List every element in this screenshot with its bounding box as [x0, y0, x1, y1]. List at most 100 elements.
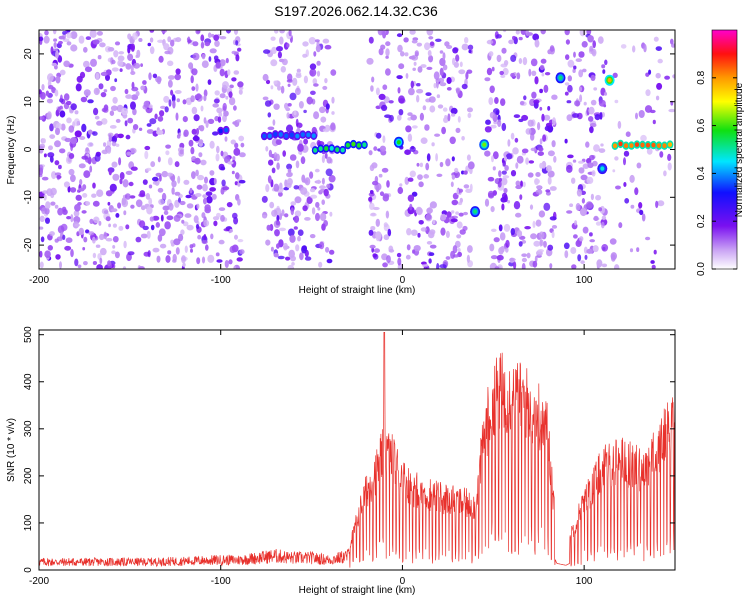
- noise-speckle: [520, 101, 525, 105]
- feature-line-core: [335, 147, 339, 152]
- noise-speckle: [237, 198, 241, 205]
- noise-speckle: [440, 50, 444, 54]
- noise-speckle: [426, 208, 433, 214]
- noise-speckle: [181, 220, 184, 224]
- noise-speckle: [144, 101, 150, 108]
- noise-speckle: [303, 110, 307, 113]
- noise-speckle: [163, 206, 170, 211]
- noise-speckle: [103, 142, 106, 147]
- noise-speckle: [112, 162, 118, 168]
- noise-speckle: [552, 117, 556, 125]
- noise-speckle: [418, 181, 423, 187]
- noise-speckle: [59, 148, 65, 153]
- noise-speckle: [310, 63, 316, 69]
- feature-line-core: [657, 143, 661, 148]
- noise-speckle: [500, 232, 506, 240]
- noise-speckle: [190, 249, 193, 253]
- noise-speckle: [512, 147, 519, 154]
- noise-speckle: [419, 220, 424, 225]
- noise-speckle: [233, 148, 240, 156]
- noise-speckle: [566, 210, 572, 213]
- noise-speckle: [220, 166, 225, 170]
- noise-speckle: [638, 202, 642, 209]
- noise-speckle: [588, 116, 593, 122]
- noise-speckle: [60, 95, 63, 102]
- noise-speckle: [504, 195, 508, 203]
- noise-speckle: [384, 234, 390, 240]
- noise-speckle: [279, 228, 286, 232]
- noise-speckle: [653, 120, 656, 124]
- noise-speckle: [69, 169, 75, 175]
- noise-speckle: [573, 52, 576, 58]
- noise-speckle: [210, 48, 217, 53]
- noise-speckle: [321, 199, 325, 205]
- noise-speckle: [507, 139, 510, 147]
- noise-speckle: [502, 171, 507, 175]
- noise-speckle: [195, 29, 200, 35]
- noise-speckle: [93, 108, 98, 115]
- noise-speckle: [102, 108, 107, 112]
- noise-speckle: [112, 97, 117, 104]
- noise-speckle: [309, 37, 316, 44]
- noise-speckle: [143, 226, 149, 230]
- noise-speckle: [632, 45, 635, 52]
- noise-speckle: [579, 236, 583, 241]
- noise-speckle: [202, 184, 208, 192]
- noise-speckle: [658, 59, 663, 64]
- snr-x-label: Height of straight line (km): [299, 585, 416, 596]
- noise-speckle: [416, 83, 421, 86]
- noise-speckle: [417, 174, 423, 180]
- noise-speckle: [410, 171, 416, 178]
- noise-speckle: [113, 236, 119, 242]
- noise-speckle: [418, 66, 423, 73]
- noise-speckle: [656, 46, 662, 51]
- noise-speckle: [158, 116, 164, 122]
- noise-speckle: [139, 128, 142, 131]
- noise-speckle: [108, 47, 115, 52]
- noise-speckle: [146, 206, 152, 214]
- noise-speckle: [667, 154, 671, 161]
- noise-speckle: [269, 202, 274, 209]
- noise-speckle: [216, 153, 220, 161]
- noise-speckle: [456, 88, 460, 94]
- noise-speckle: [580, 28, 586, 36]
- noise-speckle: [290, 154, 297, 161]
- noise-speckle: [82, 247, 85, 250]
- noise-speckle: [175, 161, 180, 167]
- feature-line-core: [324, 146, 328, 151]
- feature-spot: [473, 209, 477, 213]
- noise-speckle: [183, 99, 187, 104]
- noise-speckle: [639, 210, 643, 215]
- noise-speckle: [99, 83, 104, 89]
- noise-speckle: [57, 208, 63, 216]
- noise-speckle: [324, 78, 327, 83]
- noise-speckle: [504, 224, 510, 232]
- noise-speckle: [296, 119, 299, 127]
- noise-speckle: [505, 247, 509, 253]
- noise-speckle: [133, 124, 138, 130]
- noise-speckle: [190, 244, 194, 249]
- noise-speckle: [273, 81, 277, 85]
- noise-speckle: [599, 148, 606, 153]
- noise-speckle: [294, 185, 300, 189]
- noise-speckle: [586, 201, 593, 209]
- noise-speckle: [62, 235, 65, 240]
- feature-line-core: [301, 132, 305, 137]
- feature-line-core: [295, 134, 299, 139]
- noise-speckle: [452, 58, 455, 65]
- noise-speckle: [458, 202, 462, 206]
- noise-speckle: [516, 72, 520, 79]
- noise-speckle: [66, 117, 72, 123]
- y-tick-label: 20: [23, 48, 34, 60]
- noise-speckle: [107, 260, 111, 266]
- noise-speckle: [190, 147, 194, 154]
- noise-speckle: [151, 225, 155, 231]
- noise-speckle: [176, 113, 179, 121]
- noise-speckle: [323, 39, 330, 44]
- noise-speckle: [587, 177, 594, 184]
- noise-speckle: [85, 201, 90, 205]
- noise-speckle: [203, 220, 209, 227]
- feature-line-core: [651, 143, 655, 148]
- noise-speckle: [131, 44, 135, 51]
- noise-speckle: [116, 144, 120, 147]
